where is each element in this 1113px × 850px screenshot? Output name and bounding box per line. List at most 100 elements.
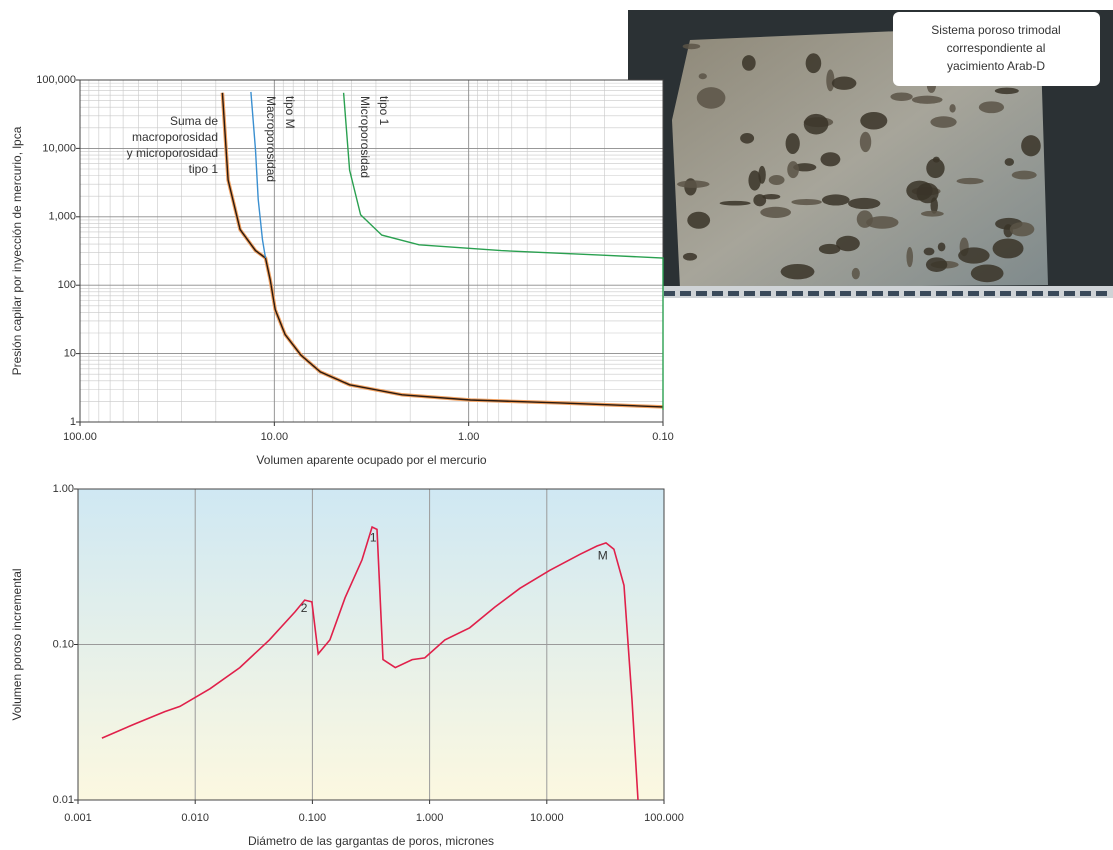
x-tick-label: 1.000 — [416, 812, 444, 824]
pore — [742, 55, 756, 71]
series-label: Suma de — [170, 114, 218, 128]
ruler-tick — [920, 291, 931, 296]
pore — [958, 247, 989, 263]
pore — [938, 242, 946, 251]
photo: Sistema poroso trimodal correspondiente … — [628, 10, 1113, 298]
ruler-tick — [1032, 291, 1043, 296]
y-axis-label: Presión capilar por inyección de mercuri… — [10, 126, 24, 375]
pore — [760, 207, 791, 218]
ruler-tick — [1080, 291, 1091, 296]
x-axis-label: Diámetro de las gargantas de poros, micr… — [248, 834, 494, 848]
series-label: tipo 1 — [189, 162, 219, 176]
pore — [806, 53, 822, 73]
y-tick-label: 10 — [64, 348, 76, 360]
x-tick-label: 0.010 — [181, 812, 209, 824]
caption-line: correspondiente al — [947, 41, 1046, 55]
ruler-tick — [664, 291, 675, 296]
annotation: 2 — [301, 601, 308, 615]
pore — [677, 180, 709, 187]
ruler-tick — [744, 291, 755, 296]
series-label: tipo 1 — [377, 96, 391, 126]
pore — [912, 96, 943, 104]
page: Sistema poroso trimodal correspondiente … — [0, 0, 1113, 850]
y-tick-label: 1.00 — [53, 483, 74, 495]
x-tick-label: 1.00 — [458, 431, 479, 443]
ruler-tick — [840, 291, 851, 296]
pore — [906, 247, 913, 267]
pore — [819, 244, 841, 254]
pore — [860, 112, 887, 130]
pore — [926, 158, 944, 178]
ruler-tick — [1000, 291, 1011, 296]
y-tick-label: 100,000 — [36, 74, 76, 86]
ruler-tick — [1064, 291, 1075, 296]
series-label: macroporosidad — [132, 130, 218, 144]
pore — [949, 104, 955, 112]
series-label: y microporosidad — [127, 146, 218, 160]
y-tick-label: 0.10 — [53, 638, 74, 650]
series-label: Macroporosidad — [264, 96, 278, 182]
pore — [769, 175, 785, 185]
ruler-tick — [1048, 291, 1059, 296]
pore — [860, 132, 871, 152]
pore — [791, 199, 822, 205]
ruler-tick — [824, 291, 835, 296]
x-tick-label: 100.00 — [63, 431, 97, 443]
pore — [857, 210, 873, 228]
ruler-tick — [792, 291, 803, 296]
pore — [748, 170, 760, 190]
series-label: tipo M — [283, 96, 297, 129]
pore — [890, 92, 912, 101]
y-tick-label: 10,000 — [42, 142, 76, 154]
ruler-tick — [856, 291, 867, 296]
pore — [1021, 135, 1041, 156]
ruler-tick — [808, 291, 819, 296]
series-label: Microporosidad — [358, 96, 372, 178]
pore — [687, 212, 710, 229]
pore — [683, 253, 697, 261]
ruler-tick — [904, 291, 915, 296]
ruler-tick — [760, 291, 771, 296]
pore — [852, 268, 860, 279]
pore — [820, 152, 840, 166]
pore — [822, 194, 850, 205]
y-tick-label: 0.01 — [53, 794, 74, 806]
ruler-tick — [984, 291, 995, 296]
pore — [971, 264, 1004, 282]
ruler-tick — [728, 291, 739, 296]
x-tick-label: 100.000 — [644, 812, 684, 824]
pore — [740, 133, 754, 144]
y-tick-label: 100 — [58, 279, 76, 291]
y-tick-label: 1 — [70, 416, 76, 428]
pore — [683, 44, 701, 50]
pore — [906, 181, 932, 201]
caption-line: yacimiento Arab-D — [947, 59, 1045, 73]
pore — [699, 73, 707, 79]
pore — [993, 238, 1024, 258]
pore — [697, 87, 726, 109]
pore — [924, 248, 935, 256]
ruler-tick — [936, 291, 947, 296]
annotation: M — [598, 548, 608, 562]
pore — [832, 77, 857, 90]
x-tick-label: 10.000 — [530, 812, 564, 824]
pore — [957, 178, 984, 184]
y-tick-label: 1,000 — [48, 211, 76, 223]
pore — [1012, 171, 1037, 180]
x-axis-label: Volumen aparente ocupado por el mercurio — [256, 453, 486, 467]
ruler-tick — [1096, 291, 1107, 296]
pore — [926, 257, 947, 272]
pore — [1005, 158, 1014, 166]
ruler-tick — [952, 291, 963, 296]
x-tick-label: 0.100 — [299, 812, 327, 824]
y-axis-label: Volumen poroso incremental — [10, 568, 24, 720]
pore — [979, 101, 1004, 113]
pore — [720, 201, 751, 206]
ruler-tick — [696, 291, 707, 296]
x-tick-label: 0.10 — [652, 431, 673, 443]
ruler-tick — [968, 291, 979, 296]
ruler-tick — [776, 291, 787, 296]
pore — [848, 198, 880, 209]
